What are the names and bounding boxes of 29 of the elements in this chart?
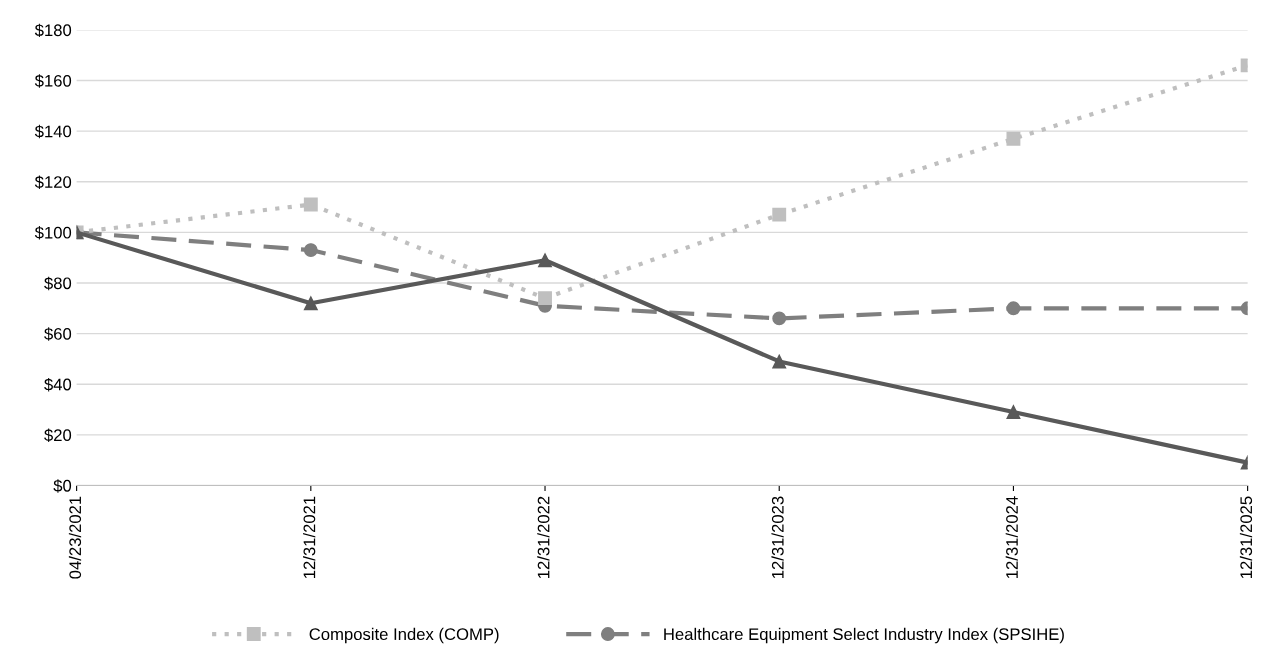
y-tick-label: $100	[34, 226, 72, 240]
point	[303, 197, 318, 212]
point	[772, 354, 787, 369]
point	[303, 296, 318, 311]
point	[538, 253, 552, 268]
y-tick-label: $60	[44, 327, 72, 341]
x-tick-label: 04/23/2021	[68, 496, 82, 579]
x-tick-label: 12/31/2022	[537, 496, 550, 578]
y-tick-label: $180	[34, 23, 72, 38]
x-tick-label: 12/31/2025	[1239, 496, 1253, 578]
y-tick-label: $140	[34, 124, 72, 139]
y-tick-label: $80	[44, 276, 72, 291]
point	[772, 311, 787, 326]
y-tick-label: $160	[34, 74, 72, 88]
point	[303, 243, 318, 258]
legend-label: Healthcare Equipment Select Industry Index (SPSIHE)	[664, 627, 1064, 644]
point	[538, 291, 552, 306]
x-tick-label: 12/31/2023	[771, 496, 784, 578]
point	[1006, 301, 1021, 316]
legend-label: Composite Index (COMP)	[309, 627, 499, 644]
x-tick-label: 12/31/2021	[303, 496, 316, 578]
y-tick-label: $40	[44, 377, 72, 392]
point	[772, 207, 787, 222]
y-tick-label: $0	[53, 479, 72, 493]
point	[1006, 405, 1021, 420]
x-tick-label: 12/31/2024	[1005, 496, 1018, 578]
point	[1006, 131, 1021, 146]
y-tick-label: $120	[34, 175, 72, 189]
y-tick-label: $20	[44, 428, 72, 443]
